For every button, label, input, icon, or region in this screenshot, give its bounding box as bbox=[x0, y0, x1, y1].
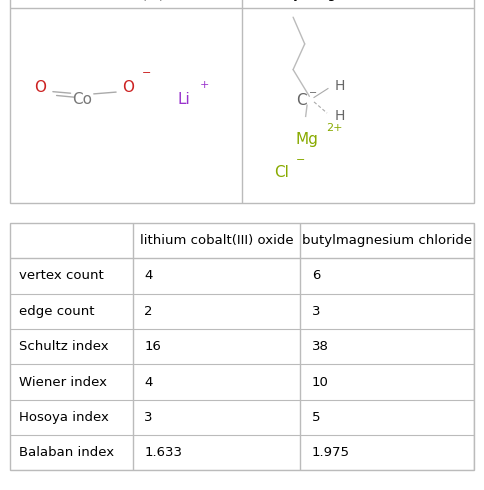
Text: Balaban index: Balaban index bbox=[19, 446, 114, 459]
Text: O: O bbox=[122, 80, 134, 95]
Text: butylmagnesium chloride: butylmagnesium chloride bbox=[302, 234, 472, 247]
Text: Li: Li bbox=[178, 92, 190, 107]
Text: 2: 2 bbox=[144, 305, 153, 318]
Text: 2+: 2+ bbox=[326, 122, 342, 133]
Text: +: + bbox=[200, 80, 210, 90]
Text: 38: 38 bbox=[312, 340, 329, 353]
Text: 3: 3 bbox=[312, 305, 320, 318]
Text: 1.975: 1.975 bbox=[312, 446, 350, 459]
Text: Schultz index: Schultz index bbox=[19, 340, 108, 353]
Text: H: H bbox=[334, 109, 345, 123]
Text: edge count: edge count bbox=[19, 305, 94, 318]
Text: O: O bbox=[34, 80, 46, 95]
Text: Co: Co bbox=[72, 92, 91, 107]
Text: C: C bbox=[296, 93, 306, 108]
Text: 6: 6 bbox=[312, 270, 320, 282]
Text: −: − bbox=[309, 88, 317, 98]
Text: lithium cobalt(III) oxide: lithium cobalt(III) oxide bbox=[139, 234, 293, 247]
Text: Hosoya index: Hosoya index bbox=[19, 411, 109, 424]
Text: 1.633: 1.633 bbox=[144, 446, 182, 459]
Text: 16: 16 bbox=[144, 340, 161, 353]
Text: 3: 3 bbox=[144, 411, 153, 424]
Text: 4: 4 bbox=[144, 375, 153, 389]
Text: H: H bbox=[334, 79, 345, 93]
Text: Mg: Mg bbox=[296, 132, 318, 147]
Text: butylmagnesium chloride: butylmagnesium chloride bbox=[270, 0, 447, 1]
Text: 10: 10 bbox=[312, 375, 329, 389]
Text: vertex count: vertex count bbox=[19, 270, 104, 282]
Text: Cl: Cl bbox=[274, 165, 289, 180]
Text: 4: 4 bbox=[144, 270, 153, 282]
Text: Wiener index: Wiener index bbox=[19, 375, 107, 389]
Text: 5: 5 bbox=[312, 411, 320, 424]
Text: −: − bbox=[295, 155, 305, 165]
Text: lithium cobalt(III) oxide: lithium cobalt(III) oxide bbox=[45, 0, 206, 1]
Text: −: − bbox=[142, 68, 151, 78]
